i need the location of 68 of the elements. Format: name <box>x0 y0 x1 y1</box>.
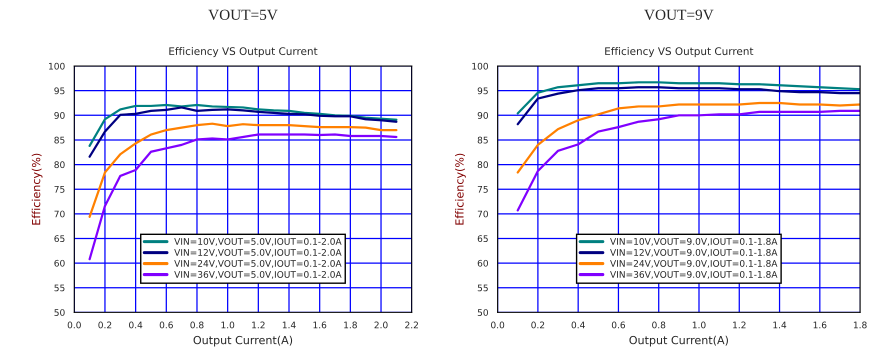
y-tick-label: 55 <box>54 284 64 292</box>
y-tick-label: 80 <box>478 161 488 168</box>
line-series <box>516 81 860 114</box>
y-tick-label: 95 <box>478 87 488 94</box>
line-series <box>88 106 398 158</box>
y-tick-label: 90 <box>478 112 488 119</box>
chart-subtitle: Efficiency VS Output Current <box>169 47 318 58</box>
legend-label: VIN=10V,VOUT=5.0V,IOUT=0.1-2.0A <box>174 238 342 246</box>
x-tick-label: 1.2 <box>733 322 746 328</box>
y-tick-label: 85 <box>54 136 64 144</box>
line-series <box>88 122 398 218</box>
y-tick-label: 60 <box>54 260 65 267</box>
y-tick-label: 65 <box>478 235 488 242</box>
x-tick-label: 0.4 <box>572 322 585 328</box>
chart-title: VOUT=5V <box>208 10 278 20</box>
x-axis-title: Output Current(A) <box>194 336 292 346</box>
y-tick-label: 50 <box>54 309 65 316</box>
x-tick-label: 0.4 <box>129 322 142 328</box>
x-tick-label: 1.2 <box>252 322 265 328</box>
x-tick-label: 1.8 <box>854 322 867 328</box>
legend-label: VIN=12V,VOUT=9.0V,IOUT=0.1-1.8A <box>610 249 778 257</box>
legend-label: VIN=36V,VOUT=9.0V,IOUT=0.1-1.8A <box>610 271 778 279</box>
x-tick-label: 1.4 <box>773 322 786 328</box>
x-tick-label: 1.8 <box>344 322 357 328</box>
y-tick-label: 90 <box>54 112 65 119</box>
y-tick-label: 60 <box>478 260 488 267</box>
x-tick-label: 0.8 <box>652 322 666 328</box>
legend-label: VIN=36V,VOUT=5.0V,IOUT=0.1-2.0A <box>174 271 342 279</box>
line-series <box>516 102 860 174</box>
x-tick-label: 0.0 <box>68 322 81 328</box>
x-tick-label: 2.0 <box>374 322 388 328</box>
y-tick-label: 75 <box>478 186 488 193</box>
line-series <box>88 104 398 147</box>
y-tick-label: 95 <box>54 87 64 94</box>
y-tick-label: 65 <box>54 235 64 242</box>
x-tick-label: 0.6 <box>160 322 173 328</box>
x-tick-label: 1.0 <box>221 322 234 328</box>
line-series <box>88 133 398 260</box>
x-tick-label: 2.2 <box>405 322 418 328</box>
y-tick-label: 70 <box>54 210 65 218</box>
x-tick-label: 0.0 <box>491 322 504 328</box>
legend-label: VIN=12V,VOUT=5.0V,IOUT=0.1-2.0A <box>174 249 342 257</box>
x-tick-label: 0.8 <box>190 322 204 328</box>
y-tick-label: 100 <box>49 62 65 70</box>
x-tick-label: 0.2 <box>531 322 544 328</box>
legend-label: VIN=10V,VOUT=9.0V,IOUT=0.1-1.8A <box>610 238 778 246</box>
y-tick-label: 55 <box>478 284 488 292</box>
y-tick-label: 80 <box>54 161 65 168</box>
x-axis-title: Output Current(A) <box>629 336 728 346</box>
x-tick-label: 1.6 <box>313 322 326 328</box>
y-tick-label: 85 <box>478 136 488 144</box>
y-tick-label: 70 <box>478 210 488 218</box>
x-tick-label: 1.0 <box>692 322 706 328</box>
legend-label: VIN=24V,VOUT=9.0V,IOUT=0.1-1.8A <box>610 260 778 268</box>
chart-subtitle: Efficiency VS Output Current <box>605 47 754 58</box>
chart-title: VOUT=9V <box>644 10 714 20</box>
y-axis-title: Efficiency(%) <box>32 154 42 225</box>
x-tick-label: 0.6 <box>612 322 626 328</box>
legend-label: VIN=24V,VOUT=5.0V,IOUT=0.1-2.0A <box>174 260 342 268</box>
x-tick-label: 1.4 <box>282 322 296 328</box>
line-series <box>516 110 860 212</box>
y-tick-label: 100 <box>472 62 488 70</box>
x-tick-label: 0.2 <box>98 322 112 328</box>
y-tick-label: 50 <box>478 309 488 316</box>
x-tick-label: 1.6 <box>814 322 826 328</box>
y-axis-title: Efficiency(%) <box>455 154 466 225</box>
line-series <box>516 86 860 126</box>
y-tick-label: 75 <box>54 186 64 193</box>
